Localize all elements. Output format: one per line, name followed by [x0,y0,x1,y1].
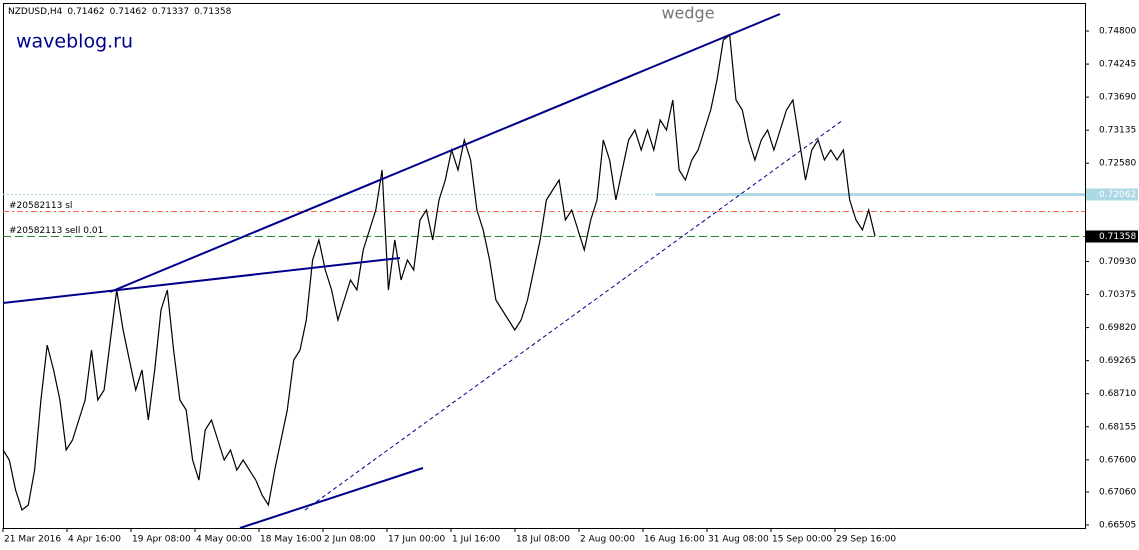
y-tick-label: 0.73135 [1099,126,1136,136]
y-tick-label: 0.66505 [1099,521,1136,531]
x-tick-label: 18 Jul 08:00 [516,535,570,545]
trend-line [304,119,844,511]
x-tick-label: 2 Aug 00:00 [580,535,635,545]
price-label-bg [1086,230,1138,243]
y-tick-label: 0.70930 [1099,257,1136,267]
header-part: 0.71462 [67,7,104,17]
y-tick-label: 0.73690 [1099,93,1136,103]
y-tick-label: 0.67600 [1099,455,1136,465]
y-tick-label: 0.67060 [1099,487,1136,497]
level-label: #20582113 sl [9,201,72,211]
y-tick-label: 0.74800 [1099,27,1136,37]
x-tick-label: 31 Aug 08:00 [708,535,769,545]
price-label: 0.71358 [1099,232,1136,242]
x-tick-label: 4 May 00:00 [196,535,252,545]
x-tick-label: 4 Apr 16:00 [68,535,121,545]
x-tick-label: 16 Aug 16:00 [644,535,705,545]
header-part: 0.71337 [152,7,189,17]
y-tick-label: 0.69265 [1099,356,1136,366]
level-label: #20582113 sell 0.01 [9,226,103,236]
y-tick-label: 0.68710 [1099,389,1136,399]
y-tick-label: 0.69820 [1099,323,1136,333]
y-tick-label: 0.70375 [1099,290,1136,300]
x-tick-label: 17 Jun 00:00 [388,535,445,545]
price-label: 0.72062 [1099,190,1136,200]
trend-lines [2,13,844,529]
chart-title: wedge [661,4,714,23]
header-part: 0.71462 [110,7,147,17]
trend-line [2,257,401,304]
header: NZDUSD,H4 0.71462 0.71462 0.71337 0.71358 [8,7,232,17]
price-label-bg [1086,188,1138,201]
x-tick-label: 15 Sep 00:00 [772,535,832,545]
x-tick-label: 29 Sep 16:00 [836,535,896,545]
x-tick-label: 18 May 16:00 [260,535,322,545]
x-tick-label: 1 Jul 16:00 [452,535,501,545]
x-tick-label: 21 Mar 2016 [4,535,61,545]
x-tick-label: 19 Apr 08:00 [132,535,191,545]
y-tick-label: 0.68155 [1099,422,1136,432]
y-tick-label: 0.74245 [1099,60,1136,70]
header-part: 0.71358 [194,7,231,17]
y-tick-label: 0.72580 [1099,159,1136,169]
trend-line [239,467,424,529]
plot-frame [3,3,1086,529]
trend-line [109,13,781,293]
header-part: NZDUSD,H4 [8,7,63,17]
x-tick-label: 2 Jun 08:00 [324,535,376,545]
watermark: waveblog.ru [16,31,133,53]
